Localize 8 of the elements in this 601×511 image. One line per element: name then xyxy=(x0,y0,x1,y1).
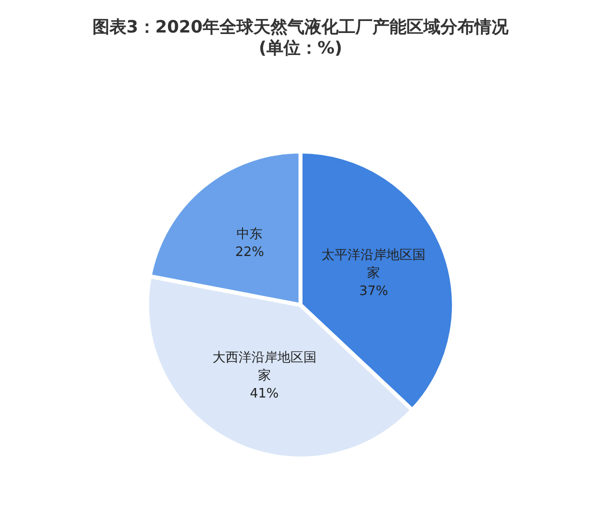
slice-label: 太平洋沿岸地区国家 xyxy=(322,248,426,281)
data-label: 37% xyxy=(359,284,388,299)
slice-label: 中东 xyxy=(236,227,263,242)
data-label: 22% xyxy=(235,245,264,260)
chart-subtitle: (单位：%) xyxy=(258,38,342,58)
slice-label: 大西洋沿岸地区国家 xyxy=(212,350,316,384)
data-label: 41% xyxy=(250,386,279,402)
chart-title: 图表3：2020年全球天然气液化工厂产能区域分布情况 xyxy=(92,18,510,38)
